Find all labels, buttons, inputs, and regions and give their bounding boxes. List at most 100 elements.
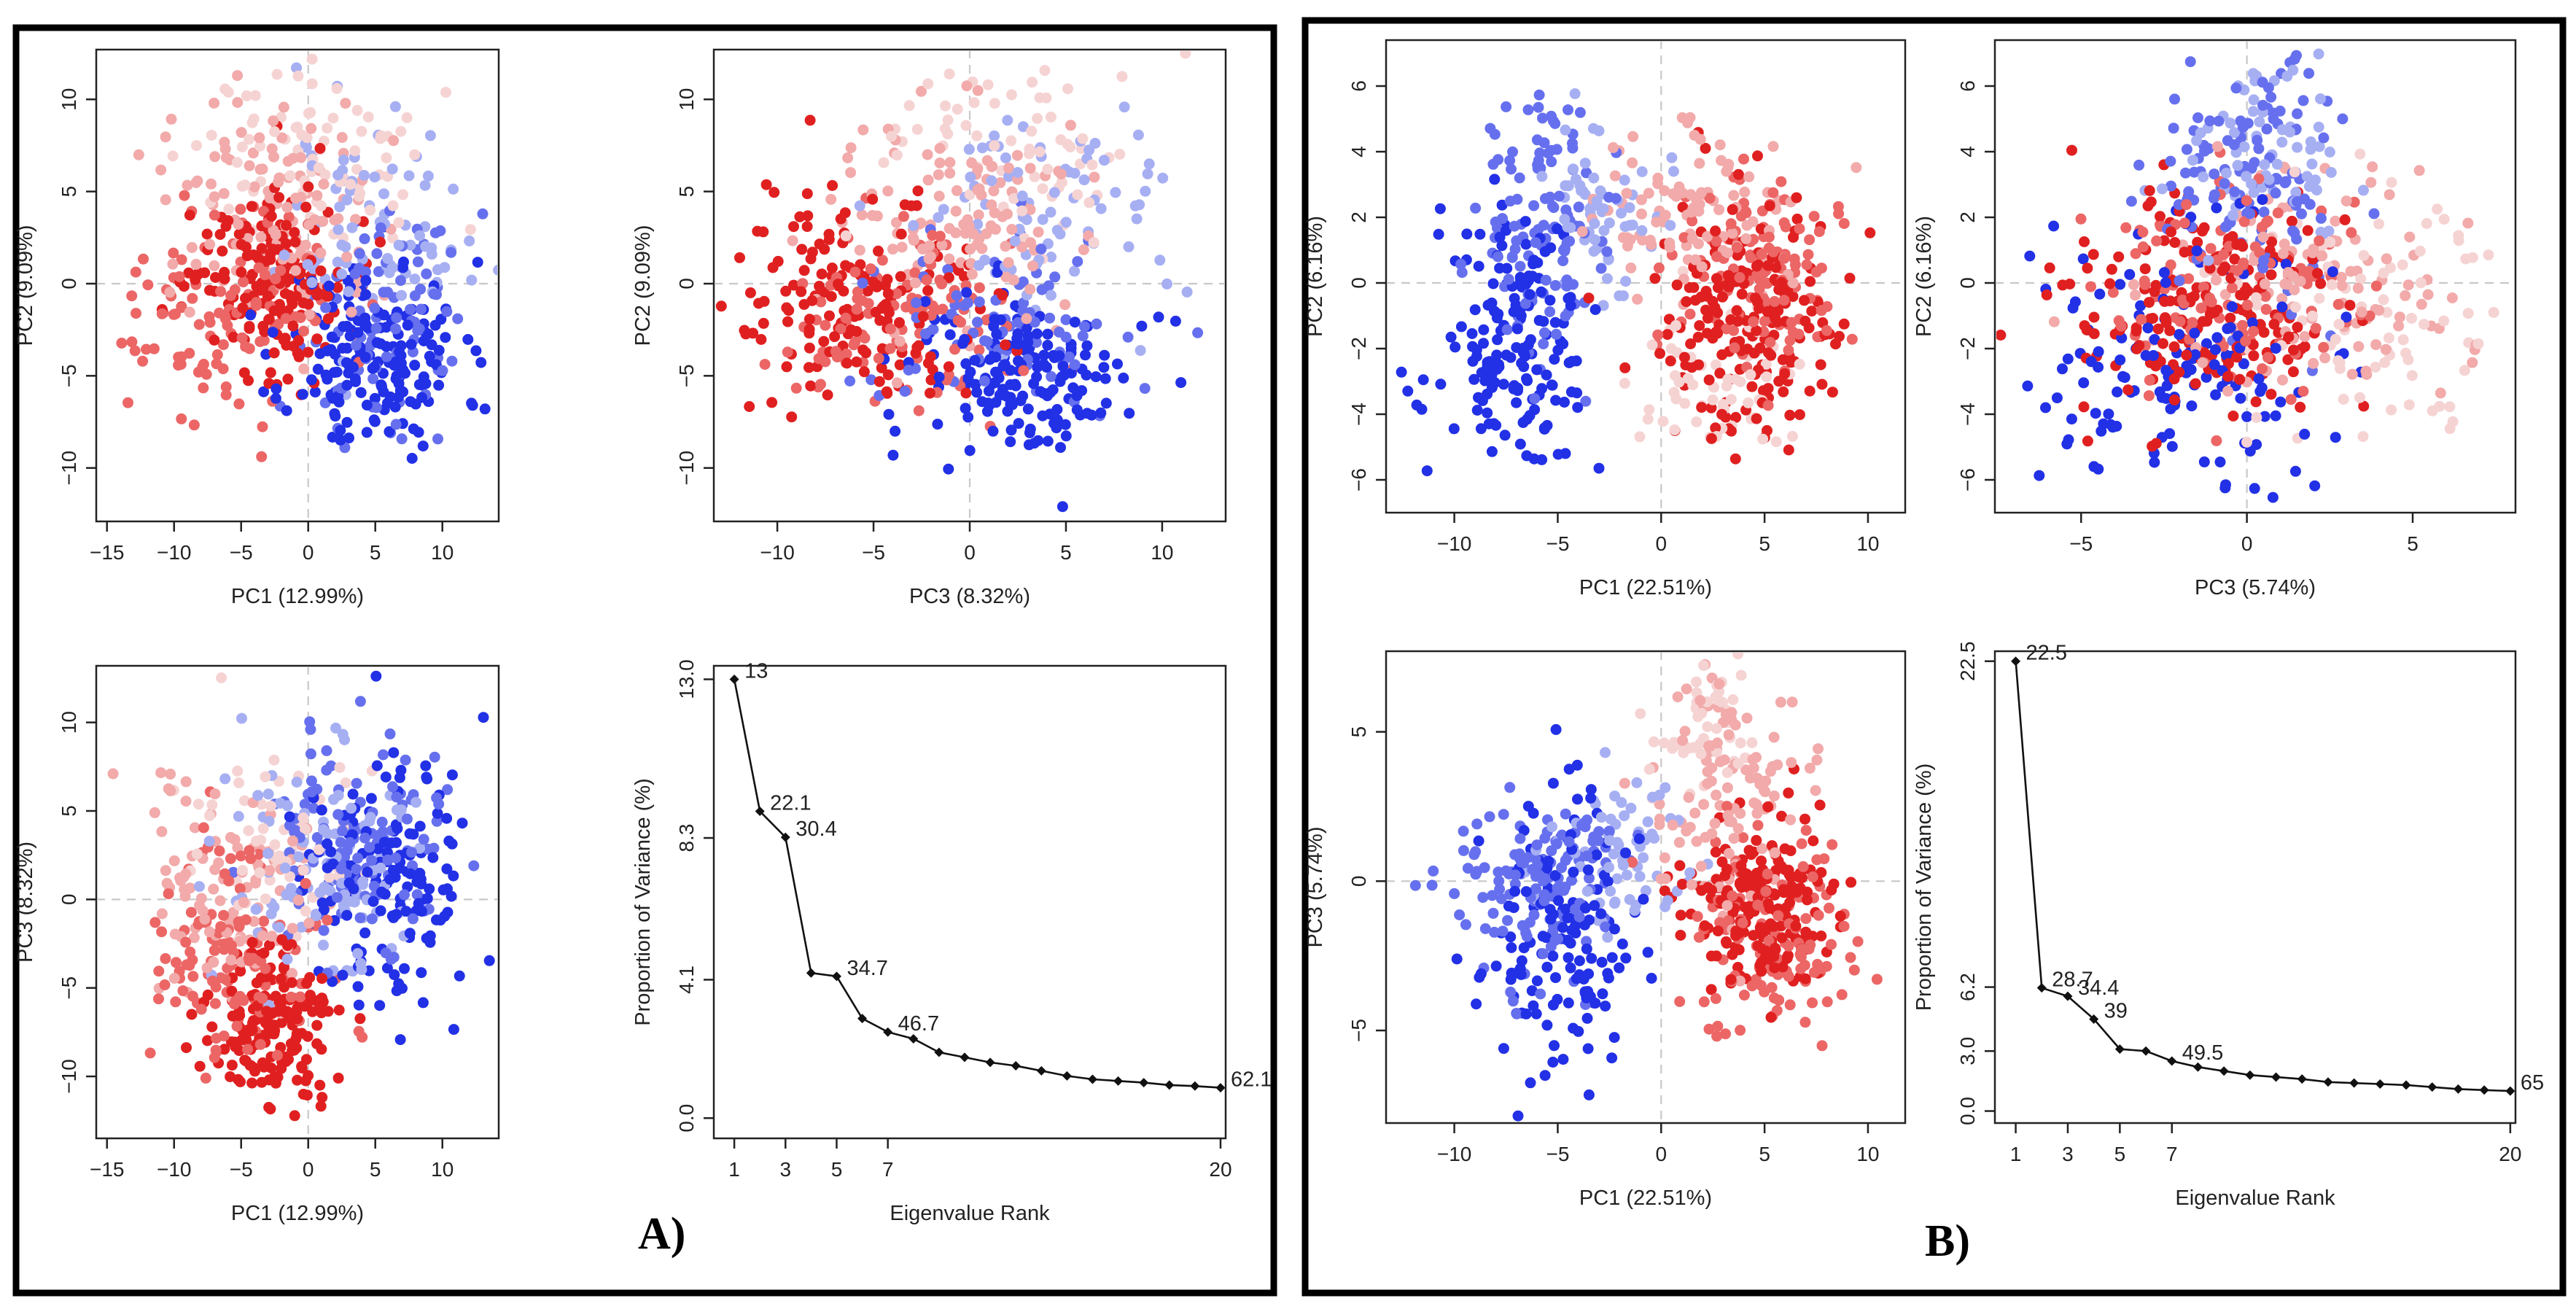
data-point [464,235,475,246]
y-tick-label: 6 [1347,80,1370,92]
data-point [155,164,167,176]
data-point [961,287,972,298]
data-point [413,870,425,882]
data-point [2346,227,2357,238]
data-point [287,968,298,979]
data-point [1711,1030,1723,1042]
data-point [366,855,378,866]
data-point [295,991,306,1003]
data-point [316,200,327,211]
data-point [192,175,203,187]
data-point [2122,384,2134,396]
data-point [1700,285,1712,297]
variance-point [908,1033,919,1044]
data-point [2149,334,2160,345]
data-point [2189,327,2201,339]
data-point [405,303,416,315]
data-point [1509,220,1520,232]
data-point [322,373,333,385]
data-point [1834,330,1845,342]
data-point [250,904,262,915]
data-point [389,969,400,981]
data-point [1714,756,1726,768]
data-point [1029,316,1040,328]
data-point [297,812,309,823]
data-point [278,101,289,113]
x-tick-label: 5 [1060,541,1072,564]
data-point [2252,134,2263,146]
data-point [2044,262,2055,273]
data-point [988,185,1000,197]
data-point [1095,203,1107,214]
data-point [896,241,908,253]
data-point [1762,898,1774,909]
data-point [1012,338,1024,350]
data-point [2164,428,2176,440]
data-point [913,405,925,416]
data-point [381,397,393,409]
data-point [1799,813,1810,825]
data-point [466,274,478,286]
data-point [1723,158,1735,170]
data-point [209,944,220,956]
data-point [1727,949,1738,960]
data-point [448,1024,459,1036]
data-point [167,150,179,162]
data-point [440,87,451,98]
data-point [1745,369,1756,381]
data-point [303,298,314,310]
data-point [410,796,421,808]
data-point [1738,832,1749,844]
data-point [332,1072,344,1084]
data-point [2248,350,2260,362]
data-point [2130,290,2141,301]
data-point [424,351,435,362]
data-point [1124,408,1135,419]
data-point [1016,190,1028,202]
data-point [2150,360,2162,372]
data-point [886,131,898,142]
data-point [2274,105,2286,117]
data-point [253,262,265,273]
data-point [2156,392,2168,403]
data-point [2421,218,2432,229]
data-point [263,1074,275,1086]
data-point [1589,998,1601,1009]
data-point [1787,326,1799,338]
data-point [168,855,180,866]
data-point [235,203,246,215]
data-point [1565,292,1576,303]
data-point [1112,358,1123,370]
data-point [2157,183,2168,195]
data-point [200,1072,211,1084]
data-point [462,334,474,345]
data-point [1711,789,1722,801]
data-point [1707,295,1719,307]
data-point [382,252,393,264]
data-point [1479,375,1491,387]
data-point [323,280,335,292]
data-point [2282,354,2294,365]
data-point [2131,325,2142,337]
data-point [1845,952,1856,963]
data-point [2280,258,2292,270]
data-point [1517,920,1528,931]
data-point [1072,189,1083,201]
data-point [1808,835,1819,847]
data-point [1036,284,1048,295]
data-point [268,754,280,766]
data-point [963,144,975,155]
data-point [437,884,449,896]
data-point [1710,359,1721,370]
data-point [1696,885,1708,896]
data-point [190,258,202,270]
data-point [353,1025,365,1037]
data-point [1503,273,1514,285]
data-point [2198,281,2209,293]
data-point [898,211,909,222]
data-point [1691,416,1703,427]
data-point [844,376,856,387]
data-point [448,870,459,882]
data-point [427,852,439,863]
data-point [2226,282,2238,294]
